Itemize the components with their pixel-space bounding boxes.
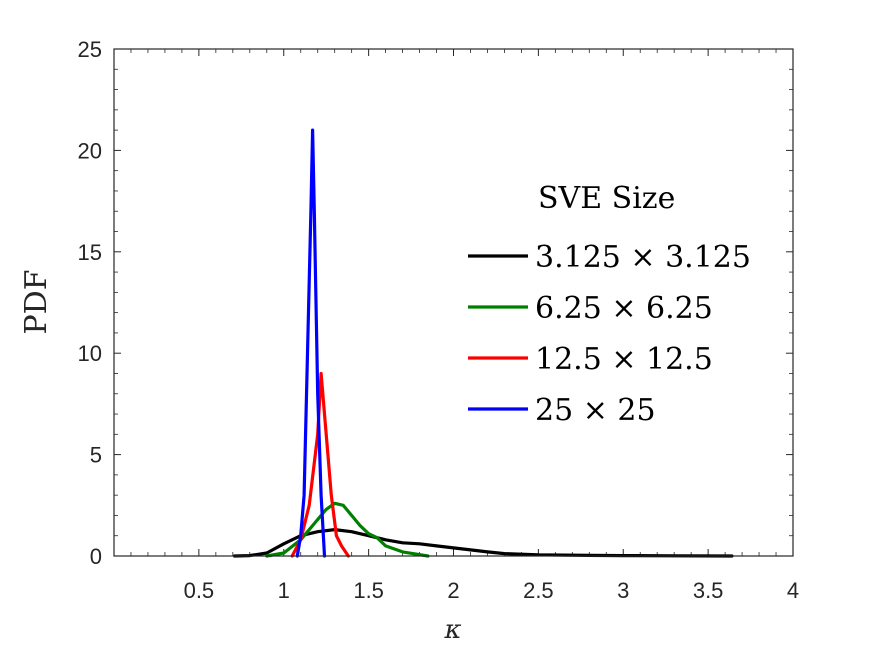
- x-axis-title: κ: [443, 615, 461, 645]
- series-line-2: [265, 501, 430, 558]
- tick-labels: 0.5 1 1.5 2 2.5 3 3.5 4 0 5 10 15 20 25: [78, 37, 800, 603]
- legend-label-2: 6.25 × 6.25: [535, 291, 713, 326]
- y-tick-label: 15: [78, 240, 102, 265]
- x-tick-label: 3: [617, 578, 629, 603]
- x-tick-label: 1.5: [353, 578, 384, 603]
- plot-frame: [113, 48, 794, 557]
- legend: SVE Size 3.125 × 3.125 6.25 × 6.25 12.5 × …: [468, 181, 751, 428]
- y-tick-label: 0: [90, 544, 102, 569]
- axis-ticks: [114, 48, 794, 557]
- x-tick-label: 4: [787, 578, 799, 603]
- x-tick-label: 3.5: [693, 578, 724, 603]
- x-tick-label: 1: [278, 578, 290, 603]
- y-axis-title: PDF: [19, 269, 54, 334]
- legend-label-3: 12.5 × 12.5: [535, 342, 713, 377]
- series-line-1: [232, 528, 734, 558]
- y-tick-label: 20: [78, 138, 102, 163]
- y-tick-label: 5: [90, 443, 102, 468]
- y-tick-label: 25: [78, 37, 102, 62]
- x-tick-label: 0.5: [184, 578, 215, 603]
- series-line-4: [295, 128, 327, 558]
- y-tick-label: 10: [78, 341, 102, 366]
- legend-title: SVE Size: [538, 181, 675, 216]
- x-tick-label: 2.5: [523, 578, 554, 603]
- series-layer: [232, 128, 734, 558]
- legend-label-1: 3.125 × 3.125: [535, 240, 751, 275]
- series-line-3: [290, 371, 350, 558]
- legend-label-4: 25 × 25: [535, 393, 656, 428]
- x-tick-label: 2: [447, 578, 459, 603]
